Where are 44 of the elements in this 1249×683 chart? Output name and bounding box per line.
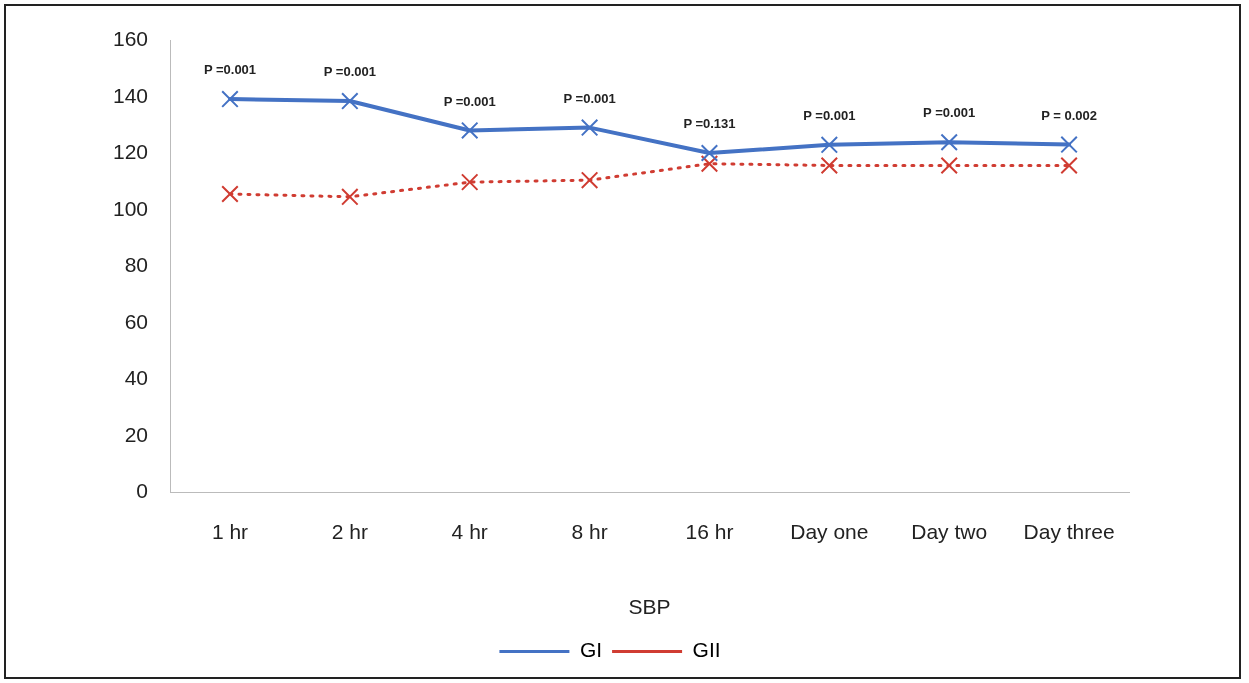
point (1060, 135, 1078, 154)
y-tick-label: 140 (112, 83, 149, 107)
y-tick-label: 20 (124, 422, 149, 446)
x-tick-label: 8 hr (571, 520, 608, 543)
point (460, 121, 479, 140)
x-tick-label: Day one (790, 520, 869, 543)
point (700, 154, 719, 173)
annotation: P =0.001 (203, 62, 257, 78)
y-tick-label: 80 (124, 253, 149, 277)
x-tick-label: 2 hr (331, 520, 368, 543)
y-tick-label: 160 (112, 27, 149, 51)
annotation: P =0.001 (803, 107, 856, 123)
annotation: P =0.131 (683, 116, 736, 132)
x-tick-label: Day two (911, 520, 988, 543)
x-axis-title: SBP (628, 595, 671, 619)
annotation: P =0.001 (323, 64, 376, 80)
point (820, 136, 839, 154)
point (460, 173, 479, 191)
point (580, 118, 599, 137)
x-tick-label: Day three (1023, 520, 1115, 543)
annotation: P =0.001 (563, 90, 616, 106)
annotation: P =0.001 (443, 93, 496, 109)
annotation: P = 0.002 (1041, 107, 1097, 123)
point (580, 171, 599, 189)
x-tick-label: 16 hr (685, 520, 734, 543)
x-tick-label: 1 hr (211, 520, 249, 543)
point (221, 90, 239, 108)
point (700, 144, 719, 162)
point (221, 185, 239, 203)
x-tick-label: 4 hr (451, 520, 488, 543)
y-tick-label: 40 (124, 366, 149, 390)
point (940, 156, 958, 175)
y-tick-label: 120 (112, 140, 149, 164)
legend-label: GII (692, 638, 721, 662)
legend-label: GI (579, 638, 603, 662)
annotation: P =0.001 (923, 105, 976, 121)
y-tick-label: 60 (124, 309, 149, 333)
y-tick-label: 100 (112, 196, 149, 220)
point (341, 188, 359, 206)
y-tick-label: 0 (136, 479, 149, 503)
point (341, 92, 359, 110)
point (940, 133, 958, 152)
point (1060, 156, 1078, 175)
point (820, 156, 839, 175)
